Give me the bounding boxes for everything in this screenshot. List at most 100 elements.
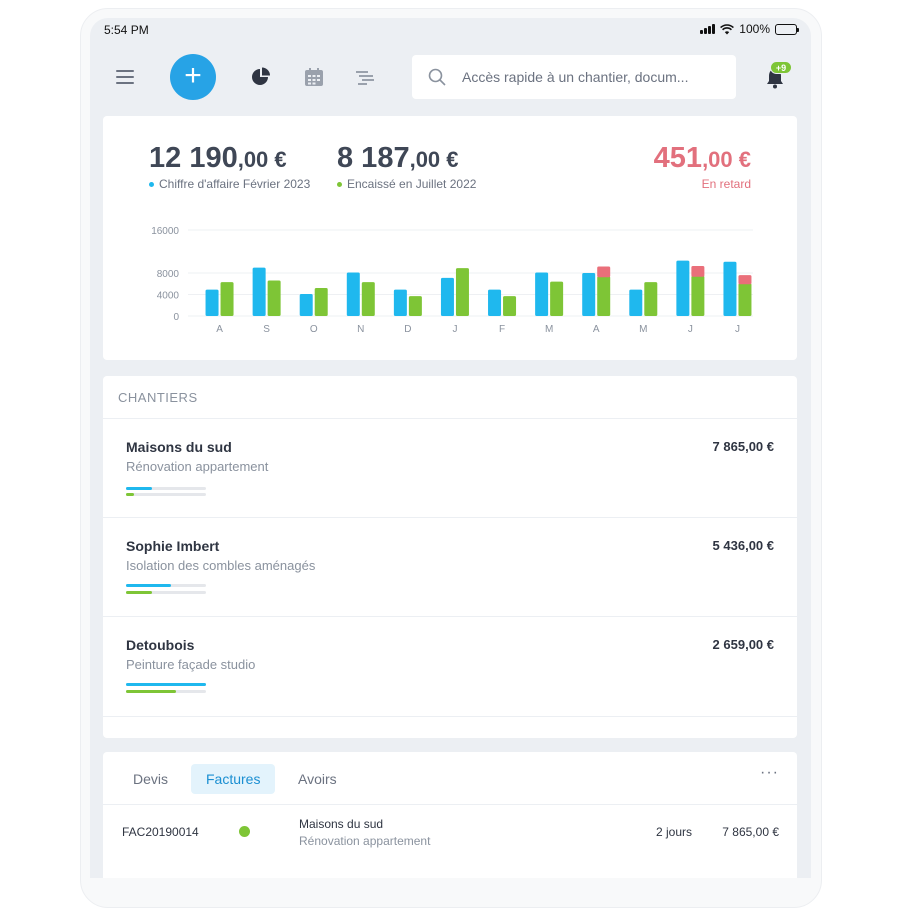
search-icon xyxy=(428,68,446,86)
y-tick-label: 8000 xyxy=(157,269,180,280)
bar-green xyxy=(644,282,658,316)
revenue-bar-chart: 0 4000 8000 16000 A S O N D J F M A M J J xyxy=(151,226,753,335)
pie-chart-icon[interactable] xyxy=(250,66,272,88)
invoice-row[interactable]: FAC20190014 Maisons du sud Rénovation ap… xyxy=(103,804,797,860)
kpi-late-value: 451,00 € xyxy=(653,142,751,174)
bar-red xyxy=(738,275,752,285)
x-tick-label: D xyxy=(404,324,411,335)
x-tick-label: A xyxy=(593,324,600,335)
bar-green xyxy=(738,283,752,316)
status-indicators: 100% xyxy=(700,22,799,36)
chantier-item[interactable]: Detoubois Peinture façade studio 2 659,0… xyxy=(103,616,797,714)
kpi-revenue-label: Chiffre d'affaire Février 2023 xyxy=(149,177,310,191)
tab-avoirs[interactable]: Avoirs xyxy=(298,771,337,787)
legend-dot-green xyxy=(337,181,342,187)
search-input[interactable] xyxy=(462,55,722,99)
kpi-late: 451,00 € En retard xyxy=(654,142,751,191)
bar-blue xyxy=(582,273,596,316)
chantier-description: Isolation des combles aménagés xyxy=(126,558,316,573)
bar-green xyxy=(314,288,328,316)
chantier-item[interactable]: Maisons du sud Rénovation appartement 7 … xyxy=(103,418,797,516)
bar-red xyxy=(691,266,705,277)
quick-search[interactable] xyxy=(412,55,736,99)
calendar-icon[interactable] xyxy=(303,66,325,88)
list-divider xyxy=(103,716,797,717)
chantiers-card: CHANTIERS Maisons du sud Rénovation appa… xyxy=(103,376,797,738)
x-tick-label: J xyxy=(688,324,693,335)
battery-icon xyxy=(775,23,799,35)
kpi-revenue: 12 190,00 € Chiffre d'affaire Février 20… xyxy=(149,142,310,191)
progress-bar-blue xyxy=(126,584,206,587)
progress-bar-blue xyxy=(126,683,206,686)
chantier-name: Sophie Imbert xyxy=(126,538,220,554)
bar-blue xyxy=(676,260,690,316)
bar-red xyxy=(597,266,611,278)
bar-blue xyxy=(629,289,643,316)
invoice-amount: 7 865,00 € xyxy=(722,825,779,839)
x-tick-label: J xyxy=(452,324,457,335)
backdrop-left xyxy=(0,0,44,862)
bar-green xyxy=(503,296,517,316)
wifi-icon xyxy=(720,23,735,34)
chantier-description: Peinture façade studio xyxy=(126,657,256,672)
y-tick-label: 0 xyxy=(173,312,179,323)
documents-card: Devis Factures Avoirs ··· FAC20190014 Ma… xyxy=(103,752,797,878)
chantier-description: Rénovation appartement xyxy=(126,459,269,474)
chantier-amount: 2 659,00 € xyxy=(712,637,774,652)
tab-factures[interactable]: Factures xyxy=(191,764,276,794)
invoice-project: Rénovation appartement xyxy=(299,834,431,848)
add-button[interactable]: + xyxy=(170,54,216,100)
bar-green xyxy=(597,276,611,316)
bar-green xyxy=(455,268,469,316)
progress-bar-green xyxy=(126,591,206,594)
chantier-amount: 7 865,00 € xyxy=(712,439,774,454)
x-tick-label: J xyxy=(735,324,740,335)
x-tick-label: M xyxy=(639,324,647,335)
bar-blue xyxy=(535,272,549,316)
menu-icon[interactable] xyxy=(116,70,134,86)
status-dot xyxy=(239,826,250,837)
x-tick-label: M xyxy=(545,324,553,335)
kpi-card: 12 190,00 € Chiffre d'affaire Février 20… xyxy=(103,116,797,360)
chantier-item[interactable]: Sophie Imbert Isolation des combles amén… xyxy=(103,517,797,615)
bar-green xyxy=(550,281,564,316)
bar-green xyxy=(361,282,375,316)
invoice-delay: 2 jours xyxy=(656,825,693,839)
kpi-collected-label: Encaissé en Juillet 2022 xyxy=(337,177,476,191)
bar-blue xyxy=(393,289,407,316)
x-tick-label: S xyxy=(263,324,270,335)
backdrop-right xyxy=(830,0,900,862)
battery-percent: 100% xyxy=(739,22,770,36)
kpi-revenue-value: 12 190,00 € xyxy=(149,142,287,174)
bar-blue xyxy=(488,289,502,316)
bar-blue xyxy=(299,293,313,316)
app-screen: 5:54 PM 100% + xyxy=(90,18,811,878)
gantt-icon[interactable] xyxy=(354,66,376,88)
invoice-client: Maisons du sud xyxy=(299,817,384,831)
chantiers-title: CHANTIERS xyxy=(118,390,198,405)
tab-devis[interactable]: Devis xyxy=(133,771,169,787)
status-time: 5:54 PM xyxy=(104,23,149,37)
x-tick-label: F xyxy=(499,324,505,335)
bar-green xyxy=(691,275,705,316)
more-options-icon[interactable]: ··· xyxy=(760,764,779,781)
kpi-collected: 8 187,00 € Encaissé en Juillet 2022 xyxy=(337,142,476,191)
status-bar: 5:54 PM 100% xyxy=(90,18,811,42)
bar-blue xyxy=(723,261,737,316)
x-tick-label: N xyxy=(357,324,364,335)
x-tick-label: A xyxy=(216,324,223,335)
kpi-late-label: En retard xyxy=(701,177,751,191)
bar-blue xyxy=(346,272,360,316)
bar-blue xyxy=(205,289,219,316)
progress-bar-green xyxy=(126,690,206,693)
bar-green xyxy=(267,280,281,316)
x-tick-label: O xyxy=(310,324,318,335)
progress-bar-green xyxy=(126,493,206,496)
progress-bar-blue xyxy=(126,487,206,490)
chantier-name: Maisons du sud xyxy=(126,439,232,455)
signal-icon xyxy=(700,24,716,34)
invoice-reference: FAC20190014 xyxy=(122,825,199,839)
kpi-collected-value: 8 187,00 € xyxy=(337,142,459,174)
notification-badge: +9 xyxy=(770,61,792,74)
bar-green xyxy=(220,282,234,316)
